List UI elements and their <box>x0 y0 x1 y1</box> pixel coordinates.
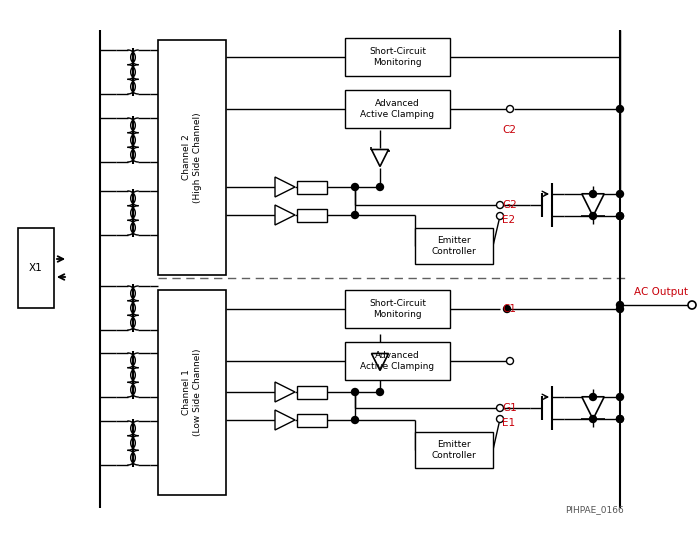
Bar <box>297 209 327 222</box>
Text: Short-Circuit
Monitoring: Short-Circuit Monitoring <box>369 299 426 318</box>
Text: AC Output: AC Output <box>634 287 688 297</box>
Bar <box>297 181 327 194</box>
Circle shape <box>617 105 624 112</box>
Text: Channel 1
(Low Side Channel): Channel 1 (Low Side Channel) <box>182 349 202 436</box>
Circle shape <box>351 211 358 218</box>
Polygon shape <box>372 353 389 371</box>
Text: G2: G2 <box>502 200 517 210</box>
Polygon shape <box>275 177 295 197</box>
Circle shape <box>617 415 624 422</box>
Polygon shape <box>582 397 604 419</box>
Text: Advanced
Active Clamping: Advanced Active Clamping <box>360 100 435 119</box>
Circle shape <box>688 301 696 309</box>
Circle shape <box>377 388 384 395</box>
Circle shape <box>589 415 596 422</box>
Circle shape <box>617 213 624 220</box>
Bar <box>297 386 327 399</box>
Text: E1: E1 <box>502 418 515 428</box>
Circle shape <box>503 306 510 313</box>
Circle shape <box>351 183 358 190</box>
Bar <box>345 342 450 380</box>
Polygon shape <box>582 194 604 216</box>
Bar <box>345 290 450 328</box>
Circle shape <box>496 415 503 422</box>
Text: Advanced
Active Clamping: Advanced Active Clamping <box>360 351 435 371</box>
Bar <box>297 414 327 427</box>
Circle shape <box>496 213 503 220</box>
Circle shape <box>507 357 514 365</box>
Bar <box>158 40 226 275</box>
Circle shape <box>617 213 624 220</box>
Bar <box>345 38 450 76</box>
Circle shape <box>617 393 624 400</box>
Circle shape <box>617 190 624 197</box>
Circle shape <box>377 183 384 190</box>
Text: Short-Circuit
Monitoring: Short-Circuit Monitoring <box>369 47 426 67</box>
Circle shape <box>617 301 624 308</box>
Circle shape <box>507 105 514 112</box>
Polygon shape <box>275 382 295 402</box>
Circle shape <box>589 393 596 400</box>
Polygon shape <box>275 205 295 225</box>
Circle shape <box>351 388 358 395</box>
Text: G1: G1 <box>502 403 517 413</box>
Text: C2: C2 <box>502 125 516 135</box>
Bar <box>158 290 226 495</box>
Polygon shape <box>372 150 389 166</box>
Bar <box>415 228 493 264</box>
Circle shape <box>617 306 624 313</box>
Circle shape <box>496 202 503 209</box>
Text: Emitter
Controller: Emitter Controller <box>432 236 477 256</box>
Polygon shape <box>275 410 295 430</box>
Bar <box>415 432 493 468</box>
Bar <box>18 228 54 308</box>
Text: Channel 2
(High Side Channel): Channel 2 (High Side Channel) <box>182 112 202 203</box>
Circle shape <box>617 415 624 422</box>
Text: X1: X1 <box>29 263 43 273</box>
Circle shape <box>589 213 596 220</box>
Circle shape <box>351 416 358 423</box>
Text: PIHPAE_0166: PIHPAE_0166 <box>565 506 624 514</box>
Circle shape <box>589 190 596 197</box>
Circle shape <box>496 405 503 412</box>
Bar <box>345 90 450 128</box>
Text: E2: E2 <box>502 215 515 225</box>
Text: Emitter
Controller: Emitter Controller <box>432 440 477 459</box>
Text: C1: C1 <box>502 304 516 314</box>
